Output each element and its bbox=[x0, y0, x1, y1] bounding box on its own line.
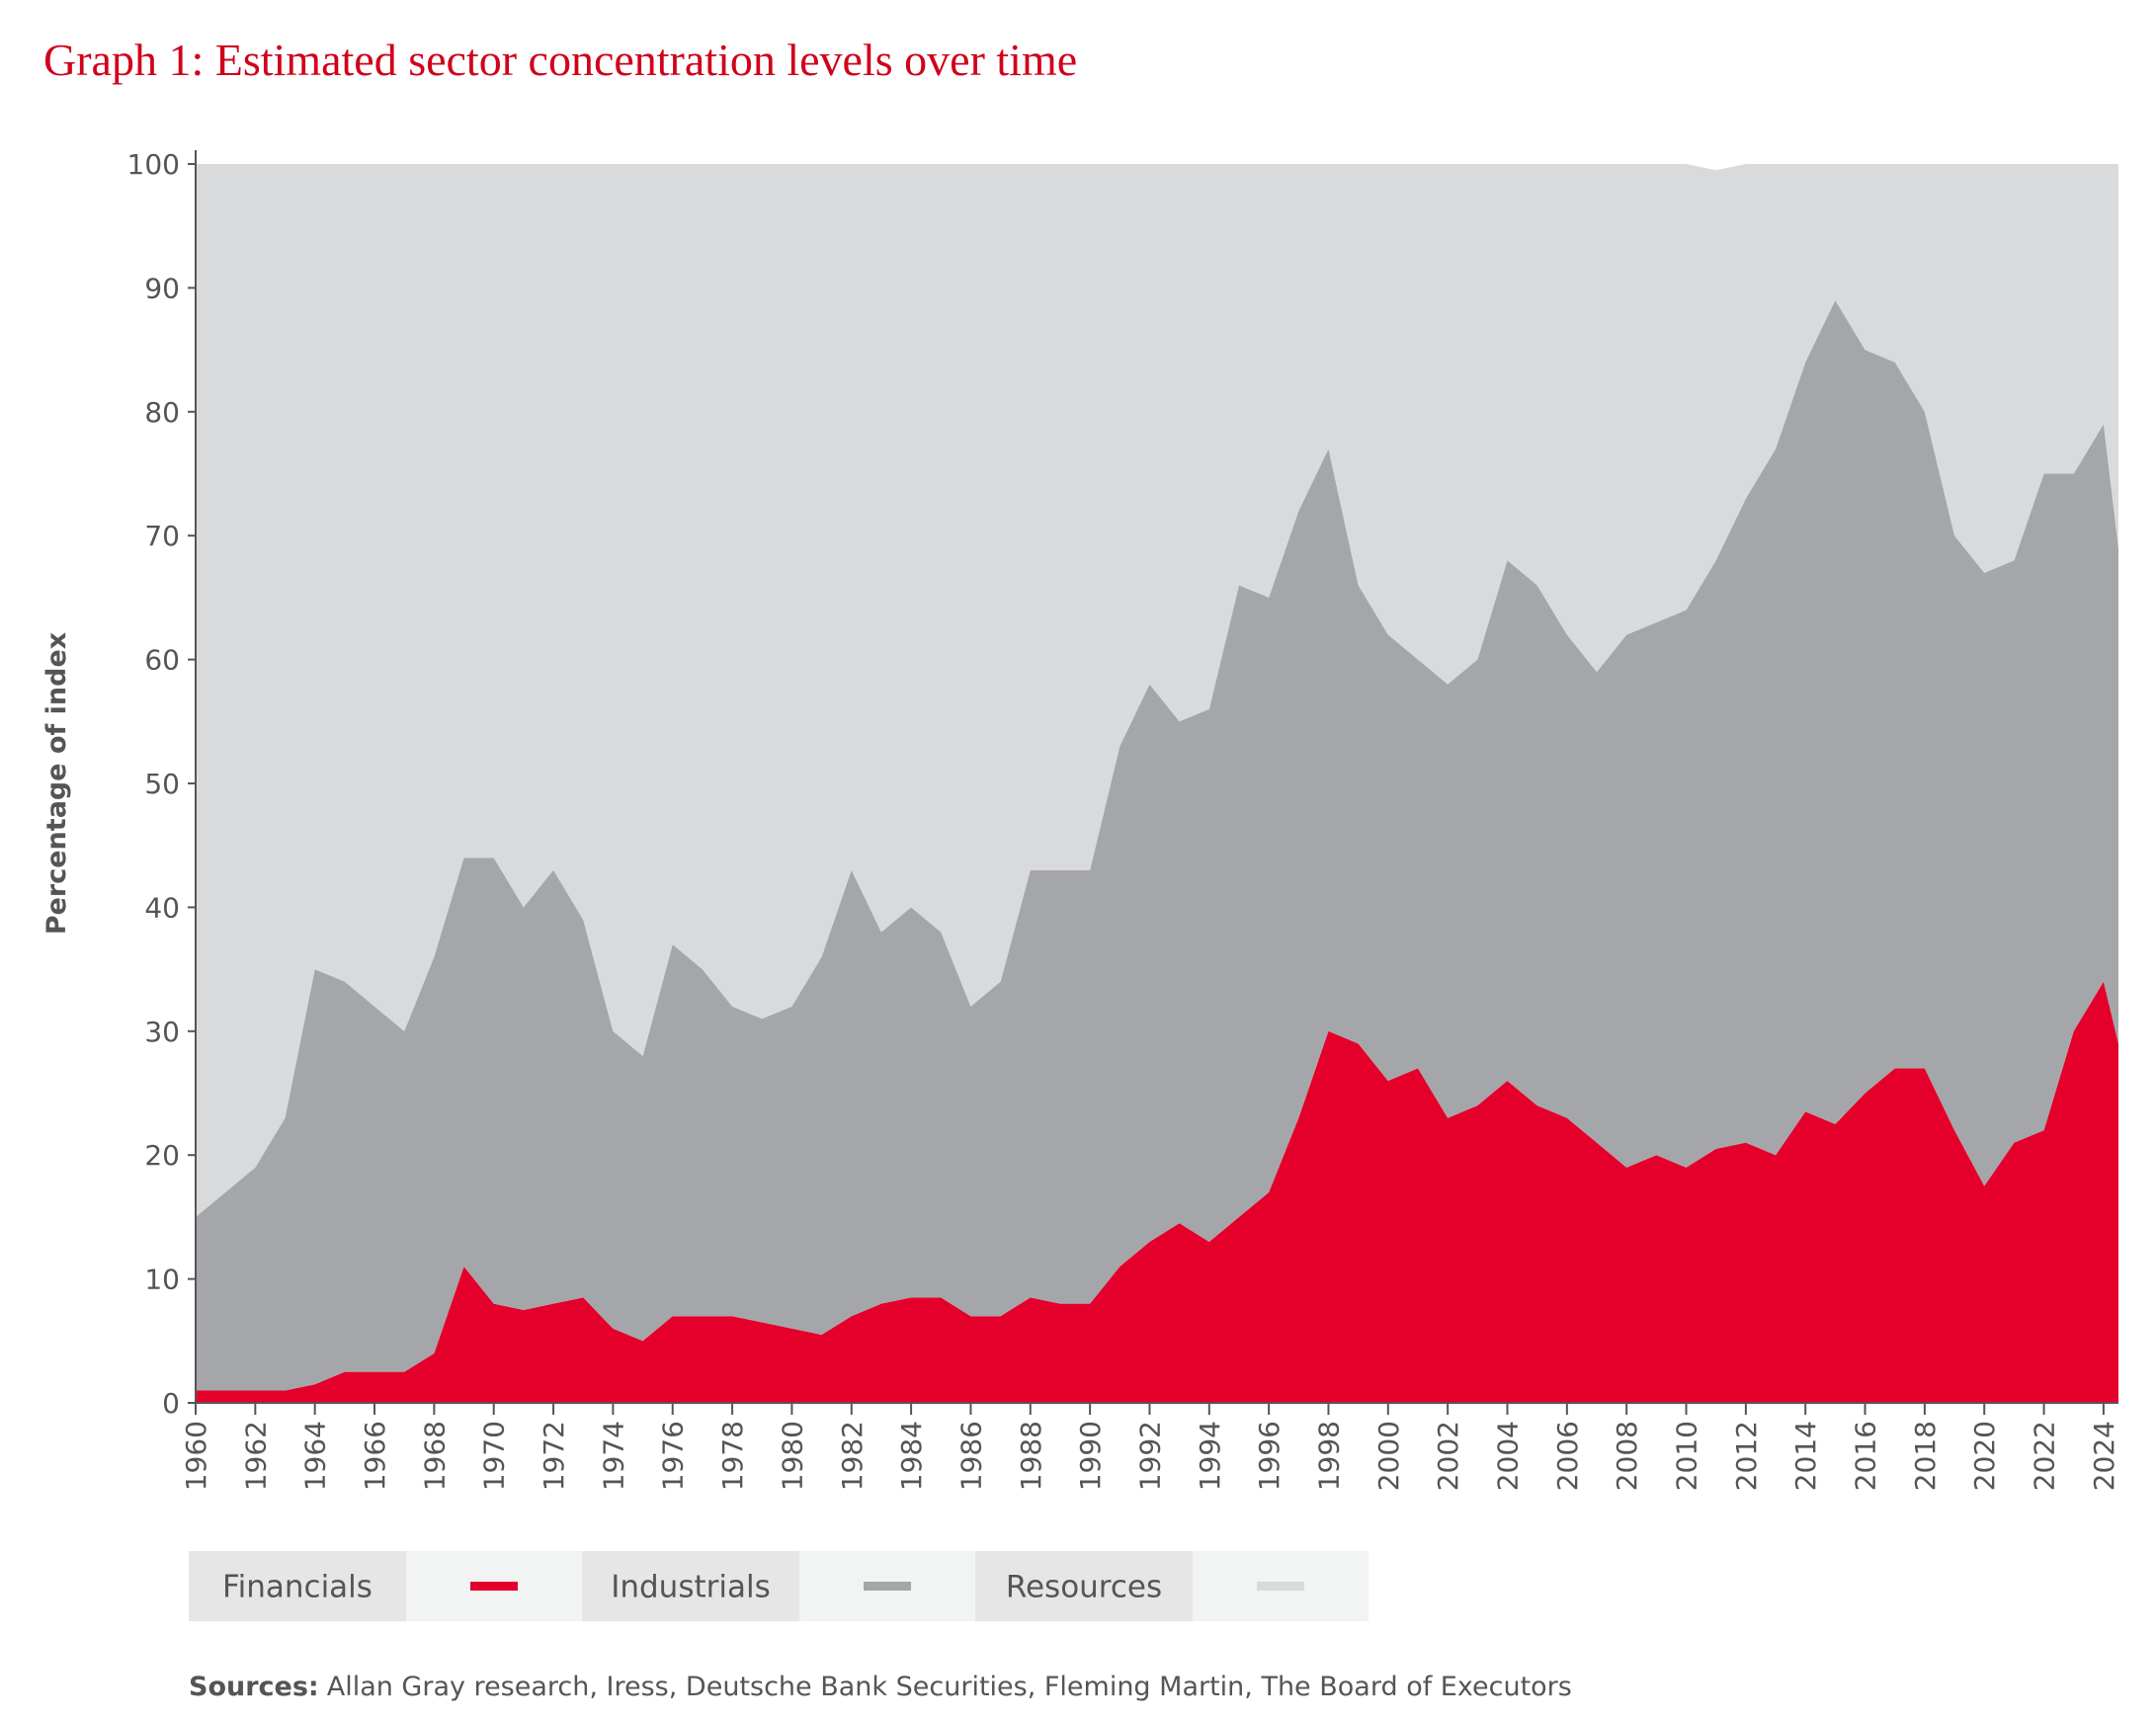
x-tick-label: 1994 bbox=[1194, 1421, 1226, 1491]
chart-title: Graph 1: Estimated sector concentration … bbox=[43, 35, 1077, 85]
y-tick-label: 70 bbox=[144, 520, 180, 552]
x-tick-label: 1998 bbox=[1312, 1421, 1345, 1491]
y-tick-label: 10 bbox=[144, 1264, 180, 1296]
area bbox=[196, 981, 2118, 1403]
x-tick-label: 1968 bbox=[418, 1421, 451, 1491]
x-tick-label: 2024 bbox=[2088, 1421, 2120, 1491]
x-tick-label: 1964 bbox=[299, 1421, 332, 1491]
y-tick-label: 60 bbox=[144, 644, 180, 677]
area bbox=[196, 164, 2118, 1217]
x-tick-label: 1960 bbox=[180, 1421, 212, 1491]
y-tick-label: 80 bbox=[144, 396, 180, 429]
x-tick-label: 1988 bbox=[1015, 1421, 1047, 1491]
x-tick-label: 2016 bbox=[1850, 1421, 1882, 1491]
x-tick-label: 2000 bbox=[1372, 1421, 1405, 1491]
y-tick-label: 30 bbox=[144, 1016, 180, 1048]
x-tick-label: 1972 bbox=[538, 1421, 570, 1491]
x-tick-label: 2004 bbox=[1492, 1421, 1525, 1491]
x-tick-label: 2006 bbox=[1551, 1421, 1584, 1491]
x-tick-label: 1974 bbox=[597, 1421, 629, 1491]
x-tick-label: 2002 bbox=[1432, 1421, 1464, 1491]
legend-label-box bbox=[189, 1551, 406, 1621]
x-tick-label: 2018 bbox=[1909, 1421, 1942, 1491]
x-tick-label: 1986 bbox=[954, 1421, 987, 1491]
y-tick-label: 90 bbox=[144, 272, 180, 304]
y-tick-label: 20 bbox=[144, 1139, 180, 1172]
x-tick-label: 2020 bbox=[1968, 1421, 2001, 1491]
x-tick-label: 1962 bbox=[239, 1421, 272, 1491]
y-tick-label: 100 bbox=[127, 148, 180, 181]
x-tick-label: 1978 bbox=[716, 1421, 749, 1491]
x-tick-label: 1970 bbox=[478, 1421, 511, 1491]
y-tick-label: 50 bbox=[144, 768, 180, 800]
y-tick-label: 40 bbox=[144, 891, 180, 924]
y-tick-label: 0 bbox=[162, 1387, 180, 1420]
area bbox=[196, 299, 2118, 1391]
x-tick-label: 1996 bbox=[1253, 1421, 1285, 1491]
sources-text: Allan Gray research, Iress, Deutsche Ban… bbox=[327, 1672, 1572, 1702]
x-tick-label: 2010 bbox=[1671, 1421, 1703, 1491]
x-tick-label: 1992 bbox=[1133, 1421, 1166, 1491]
x-tick-label: 2008 bbox=[1611, 1421, 1643, 1491]
sources-label: Sources: bbox=[189, 1672, 319, 1702]
x-tick-label: 2014 bbox=[1789, 1421, 1822, 1491]
x-tick-label: 1990 bbox=[1074, 1421, 1107, 1491]
x-tick-label: 1976 bbox=[657, 1421, 690, 1491]
legend-label: Resources bbox=[1006, 1570, 1162, 1605]
x-tick-label: 1982 bbox=[836, 1421, 869, 1491]
sources: Sources: Allan Gray research, Iress, Deut… bbox=[189, 1672, 1572, 1702]
legend-label-box bbox=[975, 1551, 1193, 1621]
x-tick-label: 1984 bbox=[895, 1421, 928, 1491]
x-tick-label: 2022 bbox=[2029, 1421, 2061, 1491]
legend-label: Industrials bbox=[611, 1570, 771, 1605]
x-tick-label: 1980 bbox=[776, 1421, 808, 1491]
legend-label-box bbox=[582, 1551, 799, 1621]
y-axis-label: Percentage of index bbox=[41, 632, 72, 935]
x-tick-label: 1966 bbox=[359, 1421, 391, 1491]
x-tick-label: 2012 bbox=[1730, 1421, 1763, 1491]
legend-label: Financials bbox=[222, 1570, 373, 1605]
